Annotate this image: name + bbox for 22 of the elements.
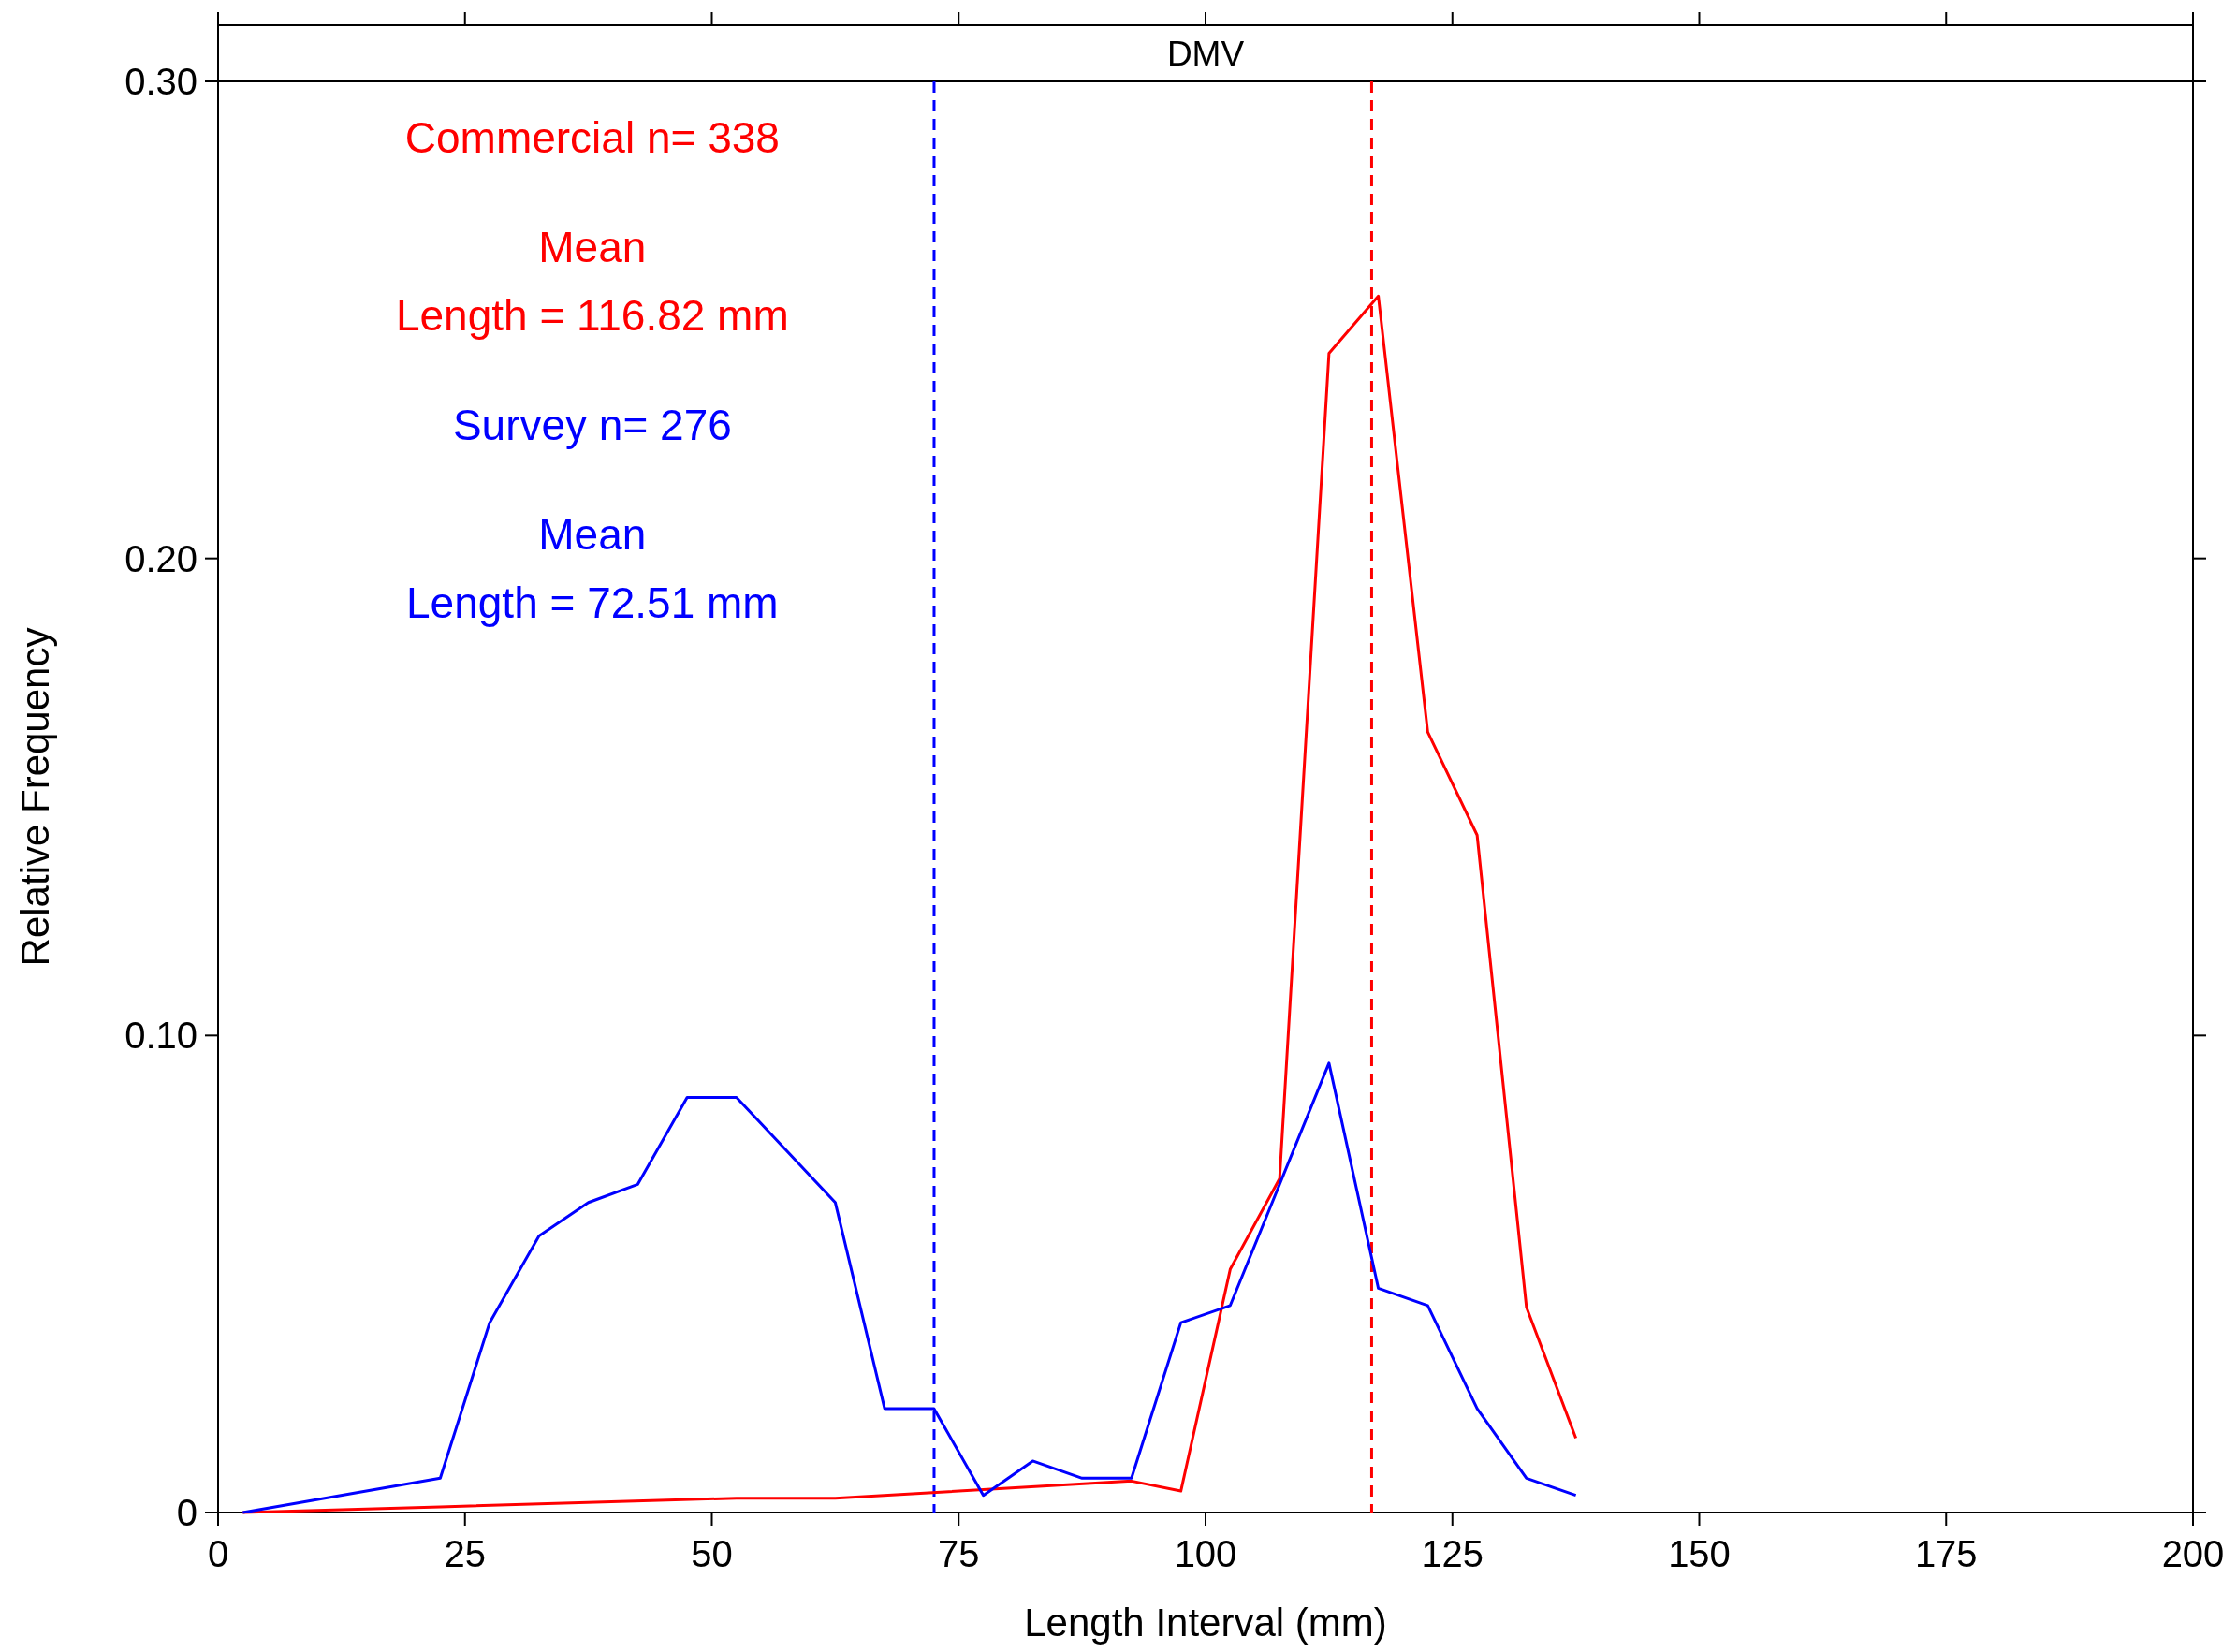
x-tick-label: 100 (1174, 1533, 1237, 1574)
x-tick-label: 200 (2161, 1533, 2225, 1574)
annotation: Mean (538, 510, 647, 559)
annotation: Length = 72.51 mm (406, 578, 779, 627)
x-tick-label: 0 (207, 1533, 229, 1574)
x-tick-label: 150 (1668, 1533, 1731, 1574)
x-tick-label: 125 (1421, 1533, 1484, 1574)
y-tick-label: 0.10 (124, 1015, 197, 1057)
y-tick-label: 0.20 (124, 537, 197, 579)
x-tick-label: 25 (444, 1533, 486, 1574)
annotation: Survey n= 276 (452, 401, 732, 449)
annotation: Commercial n= 338 (404, 113, 780, 162)
chart-title: DMV (1166, 35, 1245, 73)
x-tick-label: 175 (1914, 1533, 1978, 1574)
annotation: Mean (538, 223, 647, 271)
y-tick-label: 0.30 (124, 61, 197, 102)
y-tick-label: 0 (176, 1492, 197, 1533)
x-tick-label: 50 (691, 1533, 733, 1574)
annotation: Length = 116.82 mm (395, 291, 789, 340)
y-axis-title: Relative Frequency (13, 627, 57, 967)
x-tick-label: 75 (938, 1533, 980, 1574)
x-axis-title: Length Interval (mm) (1024, 1601, 1387, 1645)
